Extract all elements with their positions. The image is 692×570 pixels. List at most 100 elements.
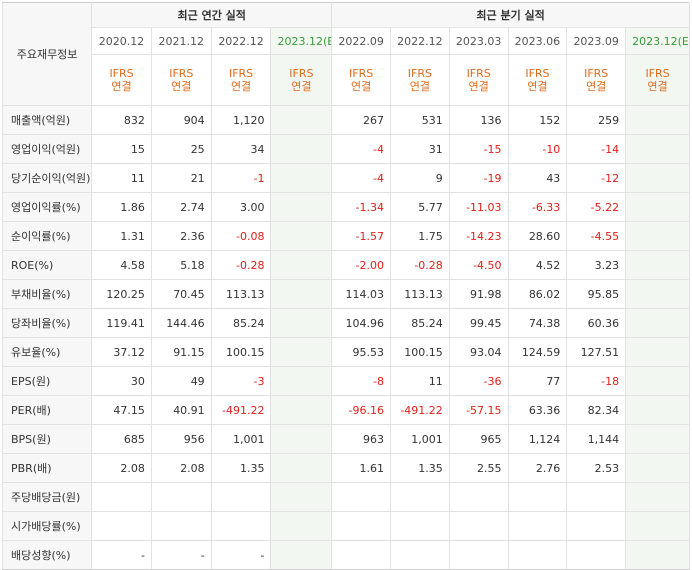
quarter-value-cell: -57.15 [448, 395, 509, 425]
quarter-value-cell [625, 424, 690, 454]
quarter-value-cell [625, 221, 690, 251]
row-label: BPS(원) [1, 424, 93, 454]
quarter-value-cell: 60.36 [566, 308, 627, 338]
row-label: 유보율(%) [1, 337, 93, 367]
quarter-value-cell: -14 [566, 134, 627, 164]
annual-value-cell: -0.08 [210, 221, 272, 251]
quarter-value-cell: -11.03 [448, 192, 509, 222]
quarter-value-cell: 124.59 [507, 337, 568, 367]
table-row: PER(배) 47.15 40.91 -491.22 -96.16 -491.22 -57.… [1, 395, 690, 425]
annual-value-cell [270, 308, 333, 338]
annual-value-cell: -1 [210, 163, 272, 193]
annual-value-cell [270, 163, 333, 193]
quarter-value-cell: 1.75 [390, 221, 450, 251]
annual-value-cell [270, 250, 333, 280]
ifrs-text: IFRS [228, 67, 254, 80]
quarter-value-cell: -15 [448, 134, 509, 164]
quarter-value-cell [390, 511, 450, 541]
annual-value-cell: 15 [91, 134, 152, 164]
annual-period-header: 2021.12 [150, 27, 212, 55]
annual-value-cell [270, 221, 333, 251]
row-label: EPS(원) [1, 366, 93, 396]
annual-value-cell [270, 540, 333, 570]
quarter-value-cell [625, 105, 690, 135]
annual-value-cell [270, 337, 333, 367]
annual-value-cell: 30 [91, 366, 152, 396]
annual-value-cell: 956 [150, 424, 212, 454]
quarter-value-cell: 963 [331, 424, 392, 454]
annual-value-cell: 91.15 [150, 337, 212, 367]
annual-value-cell: -491.22 [210, 395, 272, 425]
quarter-value-cell [625, 279, 690, 309]
quarter-value-cell: 267 [331, 105, 392, 135]
table-row: EPS(원) 30 49 -3 -8 11 -36 77 -18 [1, 366, 690, 396]
quarter-value-cell: 77 [507, 366, 568, 396]
ifrs-text: IFRS [169, 67, 194, 80]
quarter-value-cell: 1.35 [390, 453, 450, 483]
annual-value-cell: 832 [91, 105, 152, 135]
annual-value-cell: 100.15 [210, 337, 272, 367]
quarter-value-cell: 91.98 [448, 279, 509, 309]
quarter-value-cell: -14.23 [448, 221, 509, 251]
row-label: 부채비율(%) [1, 279, 93, 309]
quarter-value-cell [566, 482, 627, 512]
table-row: 당좌비율(%) 119.41 144.46 85.24 104.96 85.24 99.45… [1, 308, 690, 338]
annual-value-cell: - [91, 540, 152, 570]
annual-value-cell [210, 511, 272, 541]
quarter-value-cell: 95.85 [566, 279, 627, 309]
consolidated-text: 연결 [291, 80, 312, 93]
quarter-value-cell [331, 511, 392, 541]
quarter-value-cell: 259 [566, 105, 627, 135]
row-label: 매출액(억원) [1, 105, 93, 135]
quarter-period-header: 2023.03 [448, 27, 509, 55]
quarter-value-cell: 93.04 [448, 337, 509, 367]
ifrs-consolidated-label: IFRS 연결 [331, 54, 392, 106]
table-row: 영업이익(억원) 15 25 34 -4 31 -15 -10 -14 [1, 134, 690, 164]
annual-value-cell: -0.28 [210, 250, 272, 280]
annual-value-cell: - [210, 540, 272, 570]
quarter-value-cell: -36 [448, 366, 509, 396]
quarter-period-header: 2022.09 [331, 27, 392, 55]
row-label: 순이익률(%) [1, 221, 93, 251]
quarter-value-cell: 531 [390, 105, 450, 135]
annual-value-cell: - [150, 540, 212, 570]
annual-value-cell: 4.58 [91, 250, 152, 280]
annual-value-cell [270, 279, 333, 309]
row-label: PER(배) [1, 395, 93, 425]
ifrs-consolidated-label: IFRS 연결 [390, 54, 450, 106]
row-label: 영업이익(억원) [1, 134, 93, 164]
quarter-value-cell: 1,144 [566, 424, 627, 454]
annual-value-cell [270, 482, 333, 512]
quarter-value-cell: 11 [390, 366, 450, 396]
quarter-value-cell [448, 482, 509, 512]
row-label: 시가배당률(%) [1, 511, 93, 541]
quarter-value-cell: -5.22 [566, 192, 627, 222]
annual-value-cell: 1,001 [210, 424, 272, 454]
annual-value-cell [270, 366, 333, 396]
row-header-label: 주요재무정보 [1, 2, 93, 106]
quarter-value-cell [390, 482, 450, 512]
quarter-value-cell [625, 395, 690, 425]
annual-value-cell: 685 [91, 424, 152, 454]
quarter-value-cell [625, 308, 690, 338]
ifrs-consolidated-label: IFRS 연결 [448, 54, 509, 106]
annual-value-cell: 5.18 [150, 250, 212, 280]
quarter-value-cell: 31 [390, 134, 450, 164]
annual-value-cell: 47.15 [91, 395, 152, 425]
annual-value-cell: 113.13 [210, 279, 272, 309]
quarter-value-cell: 3.23 [566, 250, 627, 280]
table-row: 당기순이익(억원) 11 21 -1 -4 9 -19 43 -12 [1, 163, 690, 193]
row-label: 주당배당금(원) [1, 482, 93, 512]
ifrs-text: IFRS [349, 67, 374, 80]
annual-value-cell: 3.00 [210, 192, 272, 222]
quarter-value-cell: 85.24 [390, 308, 450, 338]
annual-value-cell [270, 453, 333, 483]
quarter-group-header: 최근 분기 실적 [331, 2, 690, 28]
annual-value-cell: 1.35 [210, 453, 272, 483]
row-label: PBR(배) [1, 453, 93, 483]
row-label: 당좌비율(%) [1, 308, 93, 338]
row-label: 당기순이익(억원) [1, 163, 93, 193]
ifrs-consolidated-label: IFRS 연결 [270, 54, 333, 106]
row-label: ROE(%) [1, 250, 93, 280]
consolidated-text: 연결 [171, 80, 192, 93]
